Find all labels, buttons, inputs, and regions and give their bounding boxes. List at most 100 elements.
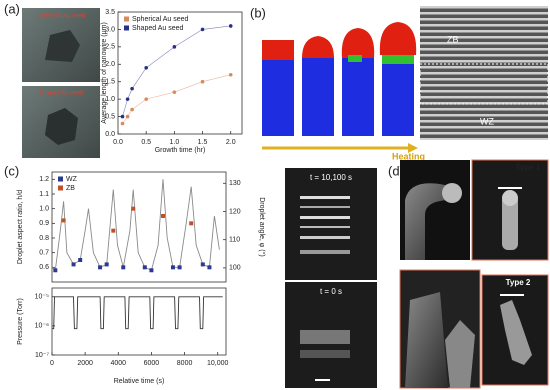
droplet-images [285,168,377,388]
data-point [125,114,130,119]
data-point [228,72,233,77]
y-axis-label: Average length of nanowire (μm) [101,22,108,124]
image-label: t = 10,100 s [310,173,352,182]
plot-frame [51,287,227,356]
trend-line [122,74,231,124]
growth-schematic [262,22,418,153]
data-point [161,214,166,218]
x-tick-label: 1.0 [169,139,179,146]
panel-label: (b) [250,5,266,20]
x-tick-label: 1.5 [198,139,208,146]
data-point [98,265,103,270]
data-point [170,265,175,270]
y-tick-label: 1.0 [39,206,49,213]
legend-label: Shaped Au seed [132,25,183,32]
data-point [144,97,148,101]
x-tick-label: 0.0 [113,139,123,146]
data-point [228,24,233,28]
trend-line [122,25,231,117]
y-tick-label: 2.5 [105,44,115,51]
y-tick-label: 2.0 [105,61,115,68]
x-axis-label: Growth time (hr) [155,147,206,154]
legend-swatch [58,185,63,191]
data-point [200,262,205,267]
y-tick-label: 1.1 [39,191,49,198]
arrow-label: Heating [392,151,425,161]
y-tick-label: 0.7 [39,250,49,257]
legend-swatch [58,176,63,182]
data-point [104,262,109,267]
image-label: t = 0 s [320,287,342,296]
data-line [52,296,223,330]
x-tick-label: 10,000 [207,360,229,367]
x-tick-label: 6000 [144,360,160,367]
y-tick-label: 10⁻⁷ [35,352,49,359]
y-tick-label: 0.8 [39,235,49,242]
data-point [189,221,194,226]
data-point [149,268,154,273]
data-point [130,107,134,112]
y-tick-label: 10⁻⁵ [35,294,49,301]
type-label: Type 2 [506,278,531,287]
y-tick-label: 0.0 [105,131,115,138]
legend-label: ZB [66,185,75,192]
data-point [177,265,182,270]
x-tick-label: 2000 [77,360,93,367]
panel-label: (a) [4,1,20,16]
sem-images [399,159,549,389]
plot-frame [51,171,227,283]
data-point [200,27,205,32]
data-point [125,97,130,101]
y-tick-label: 10⁻⁶ [35,323,49,330]
data-point [172,90,177,94]
seed-shape [45,108,78,145]
y-tick-label: 1.0 [105,96,115,103]
data-point [142,265,147,270]
y-tick-label: 1.2 [39,176,49,183]
x-tick-label: 2.0 [226,139,236,146]
hrtem-image [420,6,548,140]
phase-label: WZ [480,116,494,126]
y-axis-label: Droplet aspect ratio, h/d [17,190,24,264]
data-point [111,228,116,233]
y-tick-label: 0.9 [39,220,49,227]
data-point [207,265,212,270]
y-axis-label: Pressure (Torr) [17,298,24,345]
data-line [51,179,220,272]
data-point [200,79,205,84]
data-point [130,86,134,91]
data-point [71,262,76,267]
image-caption: Spherical Au seed [37,14,85,20]
x-axis-label: Relative time (s) [114,378,165,385]
y-tick-label: 3.5 [105,9,115,16]
x-tick-label: 0.5 [141,139,151,146]
y-tick-label: 3.0 [105,26,115,33]
data-point [121,265,126,270]
y2-axis-label: Droplet angle, φ (°) [258,197,266,256]
y-tick-label: 1.5 [105,79,115,86]
legend-label: Spherical Au seed [132,16,189,23]
phase-label: ZB [447,34,459,44]
image-caption: Shaped Au seed [39,91,83,97]
type-label: Type 1 [516,163,541,172]
data-point [61,218,66,223]
data-point [120,121,125,126]
data-point [120,114,125,119]
x-tick-label: 4000 [110,360,126,367]
panel-label: (c) [4,163,19,178]
panel-label: (d) [388,163,404,178]
y2-tick-label: 130 [229,180,241,187]
data-point [131,206,136,211]
data-point [172,45,177,49]
legend-label: WZ [66,176,78,183]
legend-swatch [124,25,129,31]
seed-shape [45,30,80,62]
data-point [53,268,58,273]
y-tick-label: 0.5 [105,113,115,120]
plot-frame [117,11,243,135]
legend-swatch [124,16,129,22]
y-tick-label: 0.6 [39,264,49,271]
x-tick-label: 0 [50,360,54,367]
y2-tick-label: 100 [229,265,241,272]
